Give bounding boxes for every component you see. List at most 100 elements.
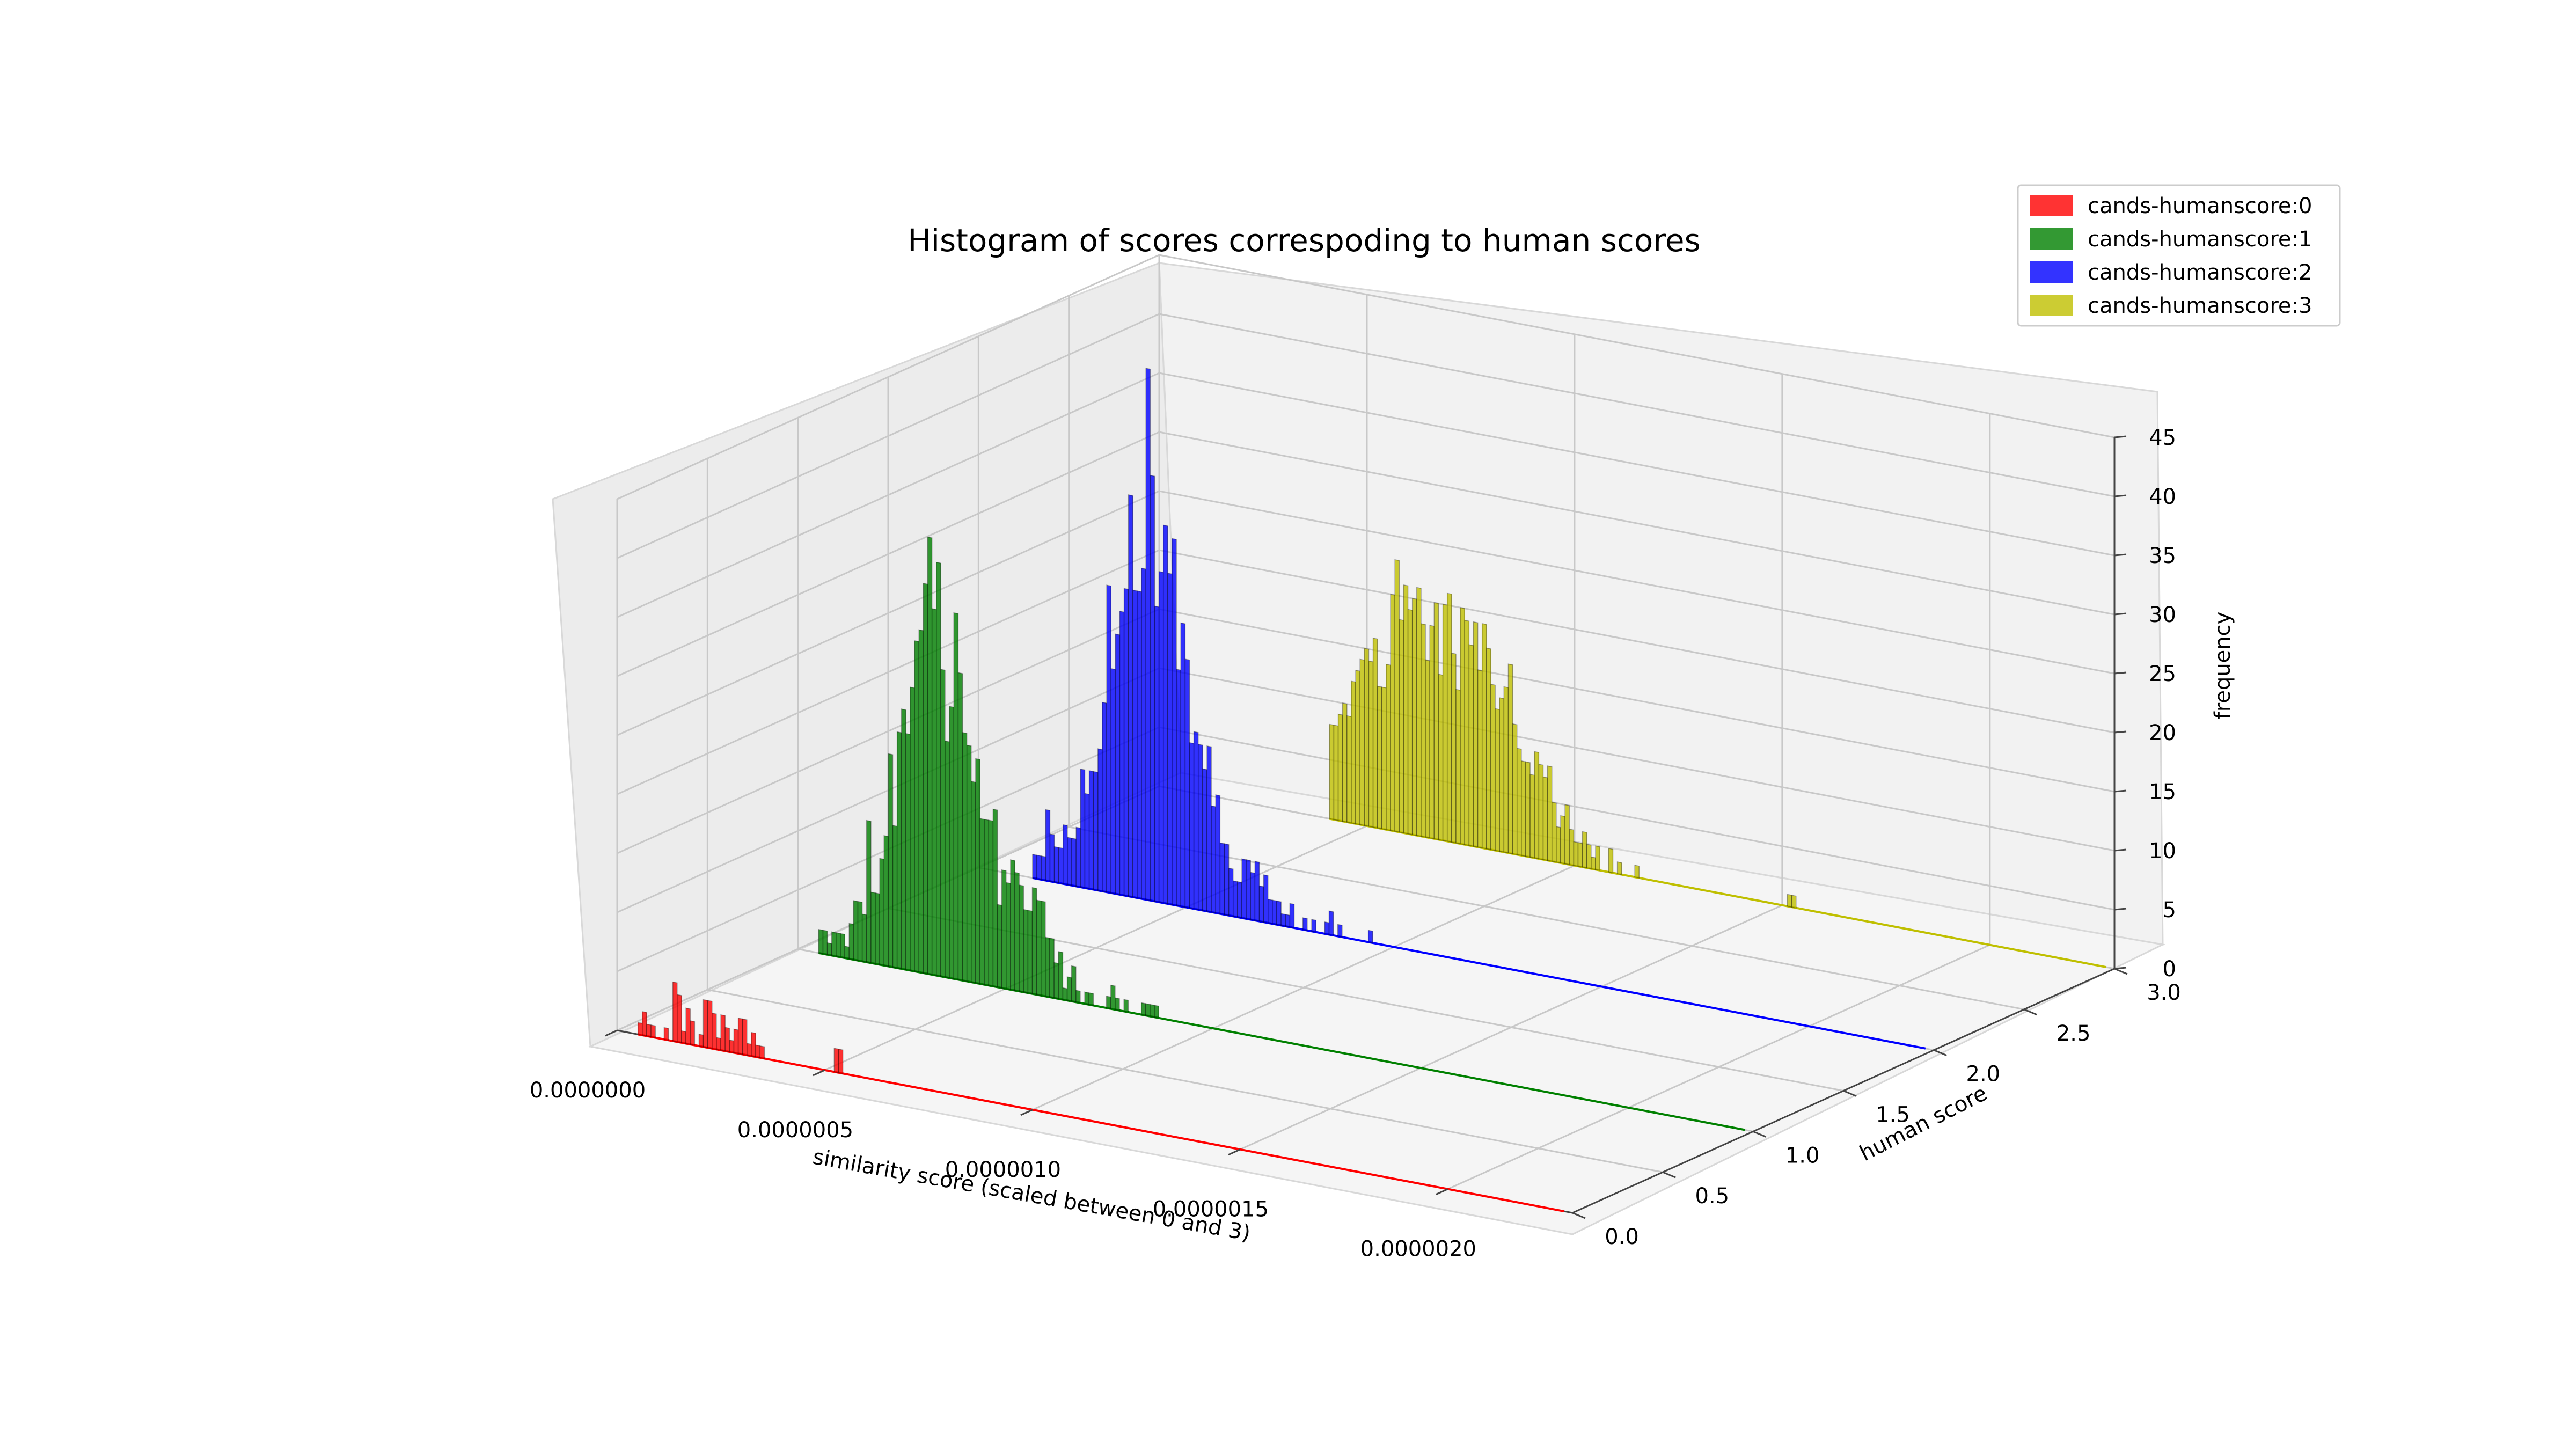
series-3-bar-36 xyxy=(1486,647,1491,850)
x-tick-label-4: 0.0000020 xyxy=(1360,1237,1476,1262)
series-2-bar-8 xyxy=(1067,837,1072,886)
series-1-bar-43 xyxy=(1006,882,1011,990)
series-1-bar-7 xyxy=(848,923,854,961)
series-2-bar-67 xyxy=(1324,921,1330,935)
series-1-bar-12 xyxy=(870,891,876,964)
series-0-bar-3 xyxy=(650,1024,656,1038)
series-2-bar-33 xyxy=(1176,669,1181,907)
series-1-bar-21 xyxy=(910,686,915,972)
series-2-bar-3 xyxy=(1045,809,1051,882)
series-2-bar-77 xyxy=(1367,930,1373,943)
series-1-bar-68 xyxy=(1115,997,1120,1011)
series-0-bar-46 xyxy=(838,1048,844,1074)
series-1-bar-22 xyxy=(914,640,920,973)
series-1-bar-0 xyxy=(818,928,824,955)
series-1-bar-57 xyxy=(1066,976,1072,1002)
series-3-bar-43 xyxy=(1516,748,1522,856)
series-2-bar-26 xyxy=(1145,368,1151,901)
series-2-bar-21 xyxy=(1123,588,1129,897)
legend-swatch-2 xyxy=(2030,261,2073,283)
z-gridline-6 xyxy=(617,431,2115,677)
series-2-bar-11 xyxy=(1080,769,1086,889)
x-tick-mark-2 xyxy=(1020,1109,1033,1116)
series-1-bar-38 xyxy=(984,818,990,986)
series-0-bar-25 xyxy=(747,1043,752,1057)
series-1-bar-34 xyxy=(966,744,972,983)
series-2-bar-14 xyxy=(1093,771,1099,891)
series-2-bar-39 xyxy=(1202,768,1208,912)
series-3-bar-46 xyxy=(1529,774,1535,859)
z-gridline-8 xyxy=(617,313,2115,559)
series-3-bar-40 xyxy=(1503,686,1509,854)
series-3-bar-54 xyxy=(1564,804,1570,865)
series-2-bar-28 xyxy=(1154,605,1160,903)
series-3-bar-25 xyxy=(1438,674,1444,841)
series-2-bar-57 xyxy=(1280,913,1286,927)
series-3-bar-48 xyxy=(1538,764,1544,860)
series-3-bar-50 xyxy=(1547,765,1553,862)
series-2-baseline xyxy=(1032,876,1926,1050)
legend-swatch-3 xyxy=(2030,295,2073,316)
series-2-bar-46 xyxy=(1232,880,1238,918)
series-2-bar-64 xyxy=(1311,919,1316,933)
series-2-bar-24 xyxy=(1137,590,1142,899)
series-1-bar-1 xyxy=(822,930,828,955)
series-3-bar-4 xyxy=(1346,715,1352,824)
series-2-bar-35 xyxy=(1184,658,1190,909)
series-3-bar-38 xyxy=(1495,708,1500,852)
series-0-bar-18 xyxy=(716,1037,721,1051)
series-2-bar-70 xyxy=(1337,924,1343,938)
series-1-bar-54 xyxy=(1053,962,1059,1000)
series-3-bar-41 xyxy=(1507,663,1513,854)
y-tick-label-5: 2.5 xyxy=(2057,1021,2091,1046)
series-1-bar-53 xyxy=(1049,938,1055,999)
z-tick-label-2: 10 xyxy=(2149,839,2176,863)
series-3-bar-45 xyxy=(1525,761,1531,858)
series-3-bar-52 xyxy=(1556,826,1561,863)
series-2-bar-13 xyxy=(1088,770,1094,890)
series-3-bar-7 xyxy=(1359,658,1365,826)
series-3-bar-21 xyxy=(1421,623,1426,838)
series-2-bar-25 xyxy=(1141,567,1146,901)
z-tick-mark-5 xyxy=(2114,671,2127,675)
series-3-bar-9 xyxy=(1368,660,1374,828)
series-0-bar-27 xyxy=(755,1044,760,1058)
series-2-bar-4 xyxy=(1049,833,1055,883)
series-3-bar-11 xyxy=(1377,685,1382,830)
series-2-bar-44 xyxy=(1224,843,1230,916)
z-gridline-5 xyxy=(617,490,2115,736)
series-1-bar-11 xyxy=(866,819,872,964)
series-3-bar-12 xyxy=(1381,686,1387,830)
series-3-bar-59 xyxy=(1586,844,1592,869)
series-2-bar-6 xyxy=(1058,847,1064,884)
series-2-bar-42 xyxy=(1215,794,1221,914)
legend: cands-humanscore:0 cands-humanscore:1 ca… xyxy=(2017,184,2341,327)
series-0-bar-2 xyxy=(646,1023,652,1037)
series-2-bar-36 xyxy=(1189,742,1195,910)
series-3-bar-22 xyxy=(1425,659,1430,839)
series-3-bar-42 xyxy=(1512,723,1518,855)
series-1-bar-5 xyxy=(840,933,845,958)
x-tick-mark-0 xyxy=(605,1029,618,1037)
x-tick-label-2: 0.0000010 xyxy=(945,1158,1061,1182)
series-2-bar-16 xyxy=(1102,701,1107,893)
series-0-bar-1 xyxy=(642,1011,647,1037)
z-tick-mark-8 xyxy=(2114,494,2127,497)
series-3-bar-34 xyxy=(1477,669,1483,848)
series-2-bar-47 xyxy=(1237,881,1242,919)
series-0-bar-8 xyxy=(672,981,678,1043)
series-1-bar-27 xyxy=(936,561,941,977)
series-2-bar-51 xyxy=(1254,861,1260,922)
series-3-bar-55 xyxy=(1569,829,1575,866)
z-tick-label-4: 20 xyxy=(2149,721,2176,745)
series-3-bar-6 xyxy=(1355,670,1360,825)
y-tick-label-3: 1.5 xyxy=(1876,1103,1910,1128)
series-3-bar-105 xyxy=(1787,894,1792,908)
z-tick-label-6: 30 xyxy=(2149,603,2176,627)
series-1-bar-24 xyxy=(923,583,928,975)
series-3-bar-49 xyxy=(1542,776,1548,861)
series-2-bar-29 xyxy=(1158,570,1164,904)
y-tick-mark-2 xyxy=(1753,1130,1767,1138)
series-1-bar-46 xyxy=(1019,884,1024,993)
